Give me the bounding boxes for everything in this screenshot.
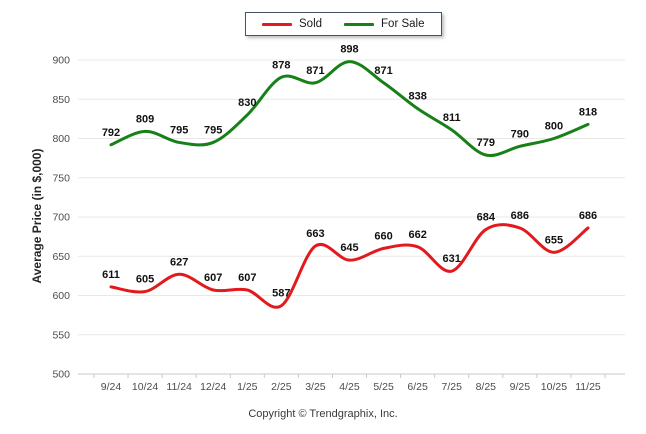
data-labels-sold: 611 605 627 607 607 587 663 645 660 662 631 684 686 6…: [102, 210, 597, 300]
data-label-for-sale-9-24: 792: [102, 127, 120, 139]
data-label-for-sale-11-24: 795: [170, 124, 188, 136]
y-tick-label-650: 650: [52, 251, 70, 263]
copyright-footer: Copyright © Trendgraphix, Inc.: [248, 408, 398, 420]
legend-label-sold: Sold: [299, 18, 323, 30]
y-tick-label-700: 700: [52, 212, 70, 224]
x-tick-label-7-25: 7/25: [441, 381, 462, 393]
y-tick-label-550: 550: [52, 329, 70, 341]
x-tick-label-10-25: 10/25: [541, 381, 567, 393]
data-label-sold-7-25: 631: [443, 253, 461, 265]
data-label-for-sale-5-25: 871: [374, 65, 392, 77]
legend-label-for-sale: For Sale: [381, 18, 425, 30]
data-labels-for-sale: 792 809 795 795 830 878 871 898 871 838 811 779 790 8…: [102, 44, 597, 149]
data-label-for-sale-6-25: 838: [408, 91, 426, 103]
data-label-for-sale-8-25: 779: [477, 137, 495, 149]
data-label-sold-11-24: 627: [170, 256, 188, 268]
data-label-for-sale-11-25: 818: [579, 106, 597, 118]
x-tick-label-11-24: 11/24: [166, 381, 192, 393]
x-tick-label-10-24: 10/24: [132, 381, 158, 393]
legend-item-sold: Sold: [262, 18, 322, 30]
series-line-for-sale: [109, 60, 590, 158]
data-label-sold-10-25: 655: [545, 234, 563, 246]
for-sale-line-swatch: [344, 22, 375, 26]
y-axis-tick-labels: 500 550 600 650 700 750 800 850 900: [52, 55, 70, 381]
data-label-sold-8-25: 684: [477, 212, 496, 224]
y-tick-label-600: 600: [52, 290, 70, 302]
data-label-sold-9-24: 611: [102, 269, 120, 281]
x-tick-label-4-25: 4/25: [339, 381, 360, 393]
data-label-for-sale-9-25: 790: [511, 128, 529, 140]
x-tick-label-12-24: 12/24: [200, 381, 226, 393]
data-label-sold-6-25: 662: [408, 229, 426, 241]
x-tick-label-6-25: 6/25: [407, 381, 428, 393]
data-label-for-sale-7-25: 811: [443, 112, 461, 124]
legend: Sold For Sale: [245, 12, 442, 36]
series-line-sold: [109, 223, 590, 309]
data-label-sold-3-25: 663: [306, 228, 324, 240]
x-axis-tick-labels: 9/24 10/24 11/24 12/24 1/25 2/25 3/25 4/25 5/25 6…: [101, 381, 601, 393]
y-tick-label-850: 850: [52, 94, 70, 106]
x-tick-label-8-25: 8/25: [476, 381, 497, 393]
data-label-sold-1-25: 607: [238, 272, 256, 284]
data-label-sold-4-25: 645: [340, 242, 358, 254]
gridlines: [78, 59, 625, 375]
x-tick-label-9-24: 9/24: [101, 381, 122, 393]
y-tick-label-500: 500: [52, 369, 70, 381]
x-tick-label-5-25: 5/25: [373, 381, 394, 393]
x-tick-label-11-25: 11/25: [575, 381, 601, 393]
data-label-for-sale-3-25: 871: [306, 65, 324, 77]
data-label-for-sale-10-24: 809: [136, 113, 154, 125]
data-label-for-sale-10-25: 800: [545, 121, 563, 133]
data-label-for-sale-1-25: 830: [238, 97, 256, 109]
data-label-sold-9-25: 686: [511, 210, 529, 222]
data-label-sold-11-25: 686: [579, 210, 597, 222]
line-chart-plot: 500 550 600 650 700 750 800 850 900 9/24 10/24 11/2…: [52, 44, 625, 393]
data-label-for-sale-4-25: 898: [340, 44, 358, 56]
x-axis-ticks: [93, 374, 606, 378]
data-label-sold-10-24: 605: [136, 274, 154, 286]
data-label-sold-5-25: 660: [374, 230, 392, 242]
sold-line-swatch: [262, 22, 292, 26]
y-tick-label-800: 800: [52, 133, 70, 145]
x-tick-label-3-25: 3/25: [305, 381, 326, 393]
data-label-for-sale-12-24: 795: [204, 124, 222, 136]
x-tick-label-9-25: 9/25: [510, 381, 531, 393]
legend-item-for-sale: For Sale: [344, 18, 425, 30]
y-axis-title: Average Price (in $,000): [30, 148, 44, 284]
x-tick-label-1-25: 1/25: [237, 381, 258, 393]
x-tick-label-2-25: 2/25: [271, 381, 292, 393]
data-label-sold-2-25: 587: [272, 288, 290, 300]
y-tick-label-900: 900: [52, 55, 70, 67]
y-tick-label-750: 750: [52, 172, 70, 184]
data-label-sold-12-24: 607: [204, 272, 222, 284]
data-label-for-sale-2-25: 878: [272, 59, 290, 71]
